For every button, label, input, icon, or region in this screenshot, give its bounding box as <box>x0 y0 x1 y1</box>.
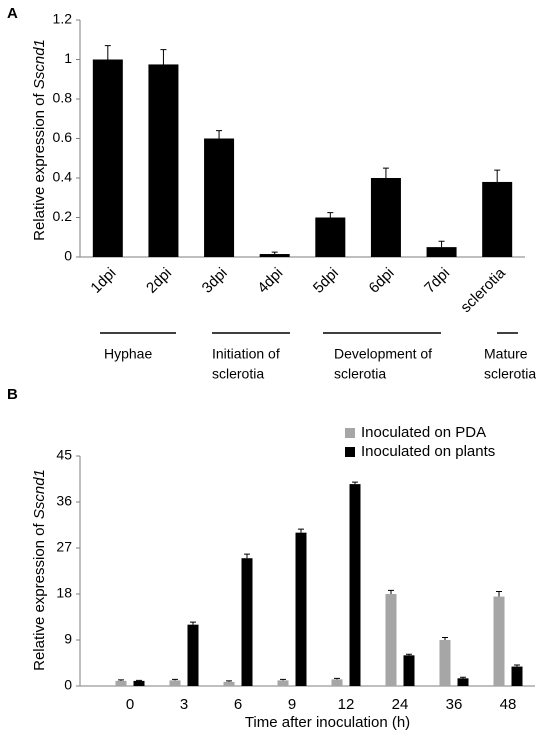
bar <box>439 640 451 686</box>
bar <box>482 181 513 257</box>
x-tick-label: 6 <box>234 696 242 713</box>
error-bar <box>298 528 304 533</box>
bar <box>315 217 346 257</box>
bar <box>223 681 235 686</box>
y-tick-label: 0.4 <box>53 169 73 185</box>
x-axis-label: Time after inoculation (h) <box>245 714 410 731</box>
x-tick-label: 1dpi <box>87 265 119 297</box>
x-tick-label: 4dpi <box>254 265 286 297</box>
group-label: sclerotia <box>334 366 386 382</box>
y-tick-label: 0.2 <box>53 208 73 224</box>
y-tick-label: 0.8 <box>53 90 73 106</box>
x-tick-label: 36 <box>446 696 463 713</box>
error-bar <box>160 49 167 65</box>
bar <box>511 666 523 686</box>
error-bar <box>172 678 178 681</box>
error-bar <box>226 680 232 682</box>
error-bar <box>244 553 250 559</box>
group-label: sclerotia <box>484 366 536 382</box>
x-tick-label: 7dpi <box>421 265 453 297</box>
x-tick-label: 24 <box>392 696 409 713</box>
bar <box>187 624 199 686</box>
x-tick-label: 0 <box>126 696 134 713</box>
legend-label: Inoculated on plants <box>361 443 495 460</box>
error-bar <box>494 169 501 182</box>
group-label: Mature <box>484 346 528 362</box>
bar <box>331 679 343 686</box>
bar <box>92 59 123 257</box>
bar <box>349 484 361 686</box>
bar <box>277 680 289 686</box>
bar <box>403 655 415 686</box>
error-bar <box>438 240 445 248</box>
error-bar <box>352 481 358 485</box>
x-tick-label: 6dpi <box>365 265 397 297</box>
y-tick-label: 0 <box>64 677 72 693</box>
legend-swatch <box>345 447 355 457</box>
legend-label: Inoculated on PDA <box>361 424 486 441</box>
error-bar <box>118 679 124 681</box>
y-axis-label-part: Relative expression of <box>31 89 48 241</box>
error-bar <box>442 636 448 640</box>
bar <box>385 594 397 686</box>
y-tick-label: 0.6 <box>53 129 73 145</box>
x-tick-label: 3 <box>180 696 188 713</box>
y-tick-label: 36 <box>56 493 72 509</box>
y-tick-label: 27 <box>56 539 72 555</box>
bar <box>241 558 253 686</box>
y-axis-label: Relative expression of Sscnd1 <box>31 469 48 671</box>
y-tick-label: 45 <box>56 447 72 463</box>
error-bar <box>382 167 389 178</box>
x-tick-label: sclerotia <box>457 264 509 316</box>
legend-swatch <box>345 428 355 438</box>
y-tick-label: 1 <box>64 50 72 66</box>
bar <box>148 64 179 257</box>
error-bar <box>460 676 466 679</box>
y-axis-label: Relative expression of Sscnd1 <box>31 39 48 241</box>
error-bar <box>104 45 111 60</box>
y-axis-label-part: Sscnd1 <box>31 469 48 519</box>
y-axis-label-part: Sscnd1 <box>31 39 48 89</box>
bar <box>133 680 145 686</box>
group-label: Hyphae <box>104 346 152 362</box>
error-bar <box>496 590 502 597</box>
x-tick-label: 2dpi <box>143 265 175 297</box>
bar <box>115 680 127 686</box>
error-bar <box>388 589 394 594</box>
group-label: Development of <box>334 346 432 362</box>
x-tick-label: 48 <box>500 696 517 713</box>
error-bar <box>514 664 520 667</box>
y-axis-label-part: Relative expression of <box>31 519 48 671</box>
group-label: sclerotia <box>212 366 264 382</box>
error-bar <box>190 621 196 625</box>
bar <box>493 596 505 686</box>
panel-label: B <box>7 386 18 403</box>
panel-label: A <box>7 5 18 22</box>
group-label: Initiation of <box>212 346 280 362</box>
bar <box>259 254 290 257</box>
error-bar <box>280 678 286 681</box>
y-tick-label: 1.2 <box>53 11 73 27</box>
bar <box>426 247 457 257</box>
error-bar <box>327 212 334 218</box>
error-bar <box>334 677 340 680</box>
bar <box>295 532 307 686</box>
bar <box>204 138 235 257</box>
y-tick-label: 9 <box>64 631 72 647</box>
x-tick-label: 9 <box>288 696 296 713</box>
error-bar <box>271 251 278 255</box>
bar <box>169 680 181 686</box>
error-bar <box>216 130 223 139</box>
bar <box>370 178 401 257</box>
x-tick-label: 12 <box>338 696 355 713</box>
y-tick-label: 0 <box>64 248 72 264</box>
y-tick-label: 18 <box>56 585 72 601</box>
error-bar <box>136 679 142 681</box>
x-tick-label: 5dpi <box>310 265 342 297</box>
error-bar <box>406 653 412 656</box>
bar <box>457 678 469 686</box>
x-tick-label: 3dpi <box>199 265 231 297</box>
